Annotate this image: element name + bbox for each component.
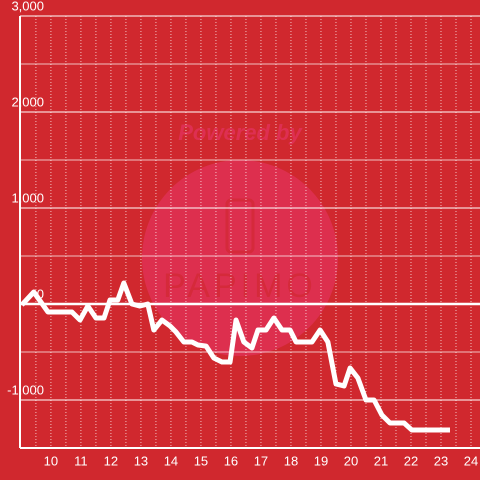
x-tick-label: 24 [464, 453, 478, 468]
watermark-icon [225, 198, 255, 254]
x-tick-label: 11 [74, 453, 88, 468]
x-tick-label: 10 [44, 453, 58, 468]
x-tick-label: 19 [314, 453, 328, 468]
watermark-text: Powered by [178, 120, 303, 145]
y-tick-label: 1,000 [11, 190, 44, 205]
y-tick-label: -1,000 [7, 382, 44, 397]
x-tick-label: 12 [104, 453, 118, 468]
y-tick-label: 2,000 [11, 94, 44, 109]
x-tick-label: 18 [284, 453, 298, 468]
line [19, 280, 450, 433]
x-tick-label: 22 [404, 453, 418, 468]
x-tick-label: 13 [134, 453, 148, 468]
x-tick-label: 20 [344, 453, 358, 468]
x-tick-label: 21 [374, 453, 388, 468]
x-tick-label: 23 [434, 453, 448, 468]
watermark-text: PAPIMO [163, 267, 317, 305]
x-tick-label: 16 [224, 453, 238, 468]
y-tick-label: 0 [37, 286, 44, 301]
x-tick-label: 17 [254, 453, 268, 468]
watermark-circle [142, 160, 338, 356]
x-tick-label: 15 [194, 453, 208, 468]
x-tick-label: 14 [164, 453, 178, 468]
y-tick-label: 3,000 [11, 0, 44, 13]
